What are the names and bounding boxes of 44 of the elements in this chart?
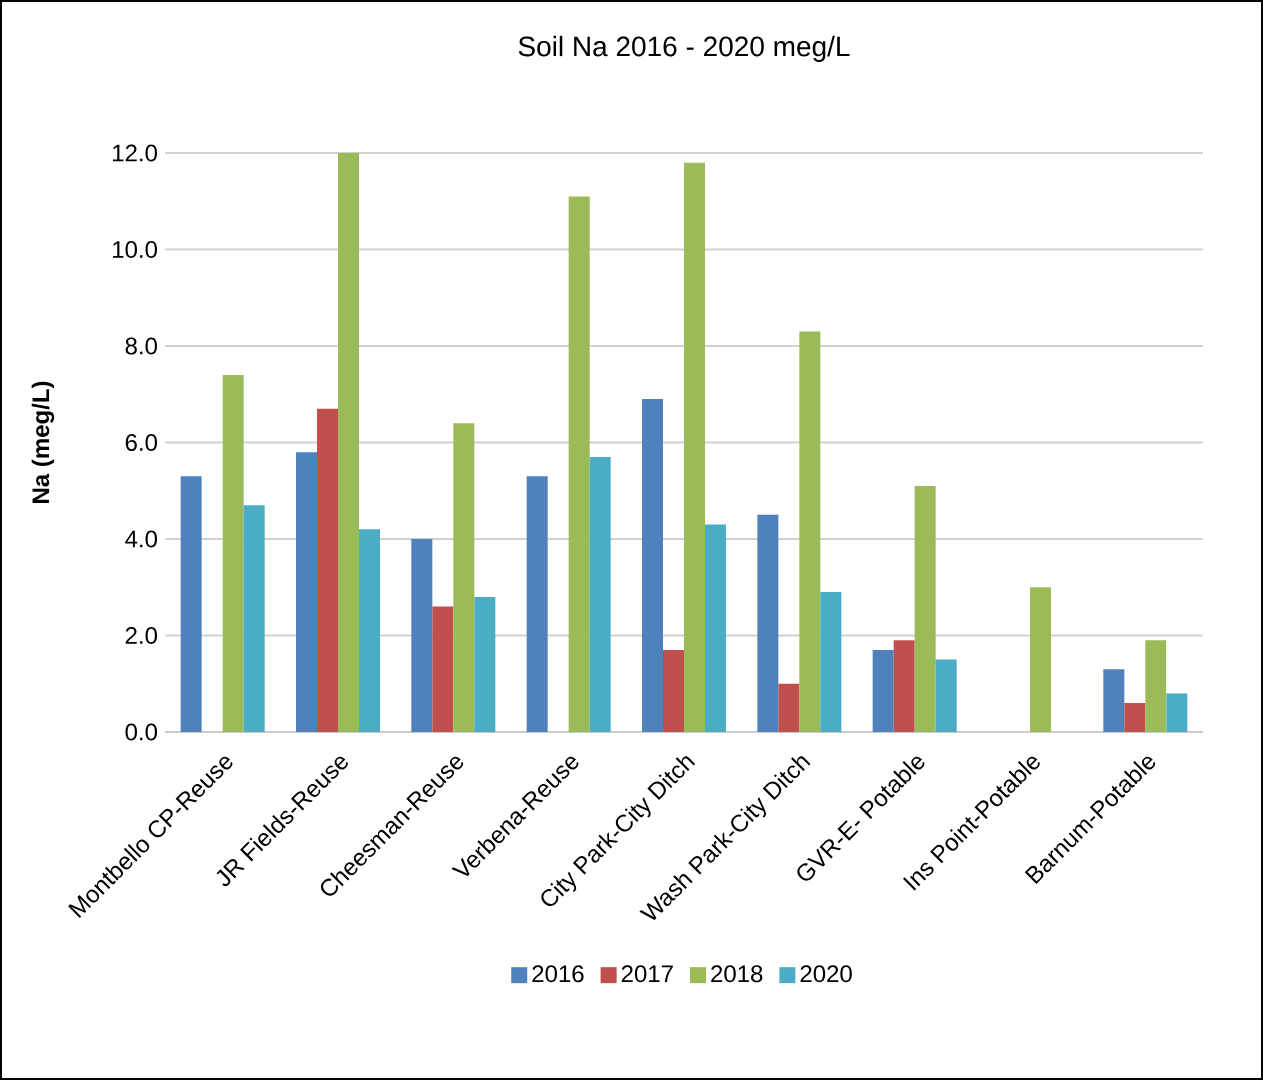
bar: [1030, 587, 1051, 732]
bar: [453, 423, 475, 732]
bar: [778, 683, 800, 732]
bar: [820, 592, 842, 732]
bar: [684, 162, 705, 732]
bar: [180, 476, 202, 732]
legend-label: 2016: [532, 965, 584, 983]
y-tick-label: 6.0: [125, 434, 158, 451]
bar: [432, 606, 454, 732]
bar: [411, 538, 433, 732]
y-tick-label: 8.0: [125, 337, 158, 355]
bar: [359, 529, 380, 732]
bar: [893, 640, 915, 732]
y-axis-title: Na (meg/L): [31, 381, 55, 503]
bar: [474, 596, 496, 732]
bar: [1103, 669, 1125, 732]
bar: [914, 485, 936, 732]
y-tick-label: 4.0: [125, 530, 158, 548]
bar: [296, 452, 317, 732]
chart-title: Soil Na 2016 - 2020 meg/L: [518, 35, 850, 62]
bar: [243, 505, 265, 732]
y-tick-label: 12.0: [113, 144, 158, 162]
bar: [1166, 693, 1188, 732]
bar: [222, 374, 244, 732]
bar: [872, 649, 894, 732]
bar: [338, 152, 359, 732]
bar: [526, 476, 548, 732]
bar: [757, 514, 779, 732]
bar: [705, 524, 726, 732]
bar: [317, 408, 338, 732]
bar: [935, 659, 957, 732]
bar: [589, 456, 611, 732]
bar: [1145, 640, 1167, 732]
y-tick-label: 0.0: [125, 723, 158, 741]
bar: [568, 196, 590, 732]
bar: [799, 331, 821, 732]
bar: [642, 399, 663, 732]
bar: [663, 649, 684, 732]
legend-label: 2018: [711, 965, 763, 983]
legend-label: 2020: [800, 965, 852, 983]
bar: [1124, 703, 1146, 732]
y-tick-label: 2.0: [125, 627, 158, 644]
legend-label: 2017: [621, 965, 673, 983]
y-tick-label: 10.0: [113, 241, 158, 258]
